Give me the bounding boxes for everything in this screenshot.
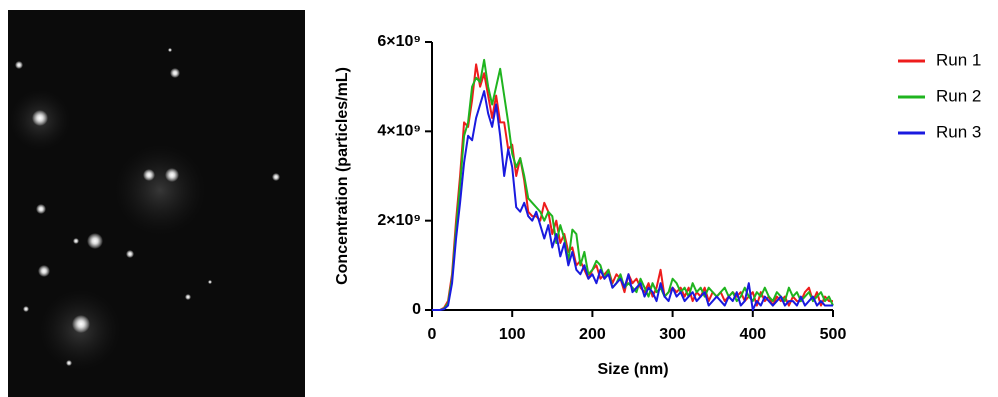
y-tick-label: 0 bbox=[412, 301, 421, 318]
x-tick-label: 500 bbox=[820, 326, 847, 343]
legend-label: Run 3 bbox=[936, 122, 981, 141]
x-tick-label: 300 bbox=[659, 326, 686, 343]
x-tick-label: 100 bbox=[499, 326, 526, 343]
micrograph bbox=[8, 10, 305, 397]
legend-label: Run 1 bbox=[936, 50, 981, 69]
legend-label: Run 2 bbox=[936, 86, 981, 105]
y-tick-label: 4×10⁹ bbox=[377, 123, 421, 140]
y-tick-label: 6×10⁹ bbox=[377, 33, 421, 50]
x-tick-label: 400 bbox=[739, 326, 766, 343]
x-tick-label: 0 bbox=[428, 326, 437, 343]
plot: 0 2×10⁹ 4×10⁹ 6×10⁹ 0 100 200 300 400 500 Run 1 Run… bbox=[377, 33, 981, 343]
x-axis-title: Size (nm) bbox=[597, 361, 668, 378]
series-line bbox=[432, 60, 833, 310]
y-axis-title: Concentration (particles/mL) bbox=[334, 67, 351, 285]
figure: Concentration (particles/mL) Size (nm) 0… bbox=[0, 0, 998, 397]
x-tick-label: 200 bbox=[579, 326, 606, 343]
y-tick-label: 2×10⁹ bbox=[377, 212, 421, 229]
series-line bbox=[432, 91, 833, 310]
